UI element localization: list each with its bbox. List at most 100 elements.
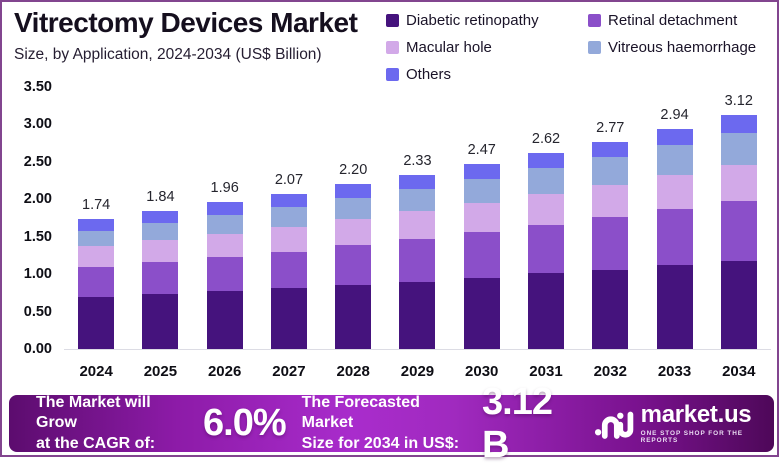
forecast-label-line1: The Forecasted Market	[301, 393, 420, 432]
bar-segment	[656, 209, 693, 266]
bar-segment	[335, 184, 372, 198]
bar-segment	[270, 227, 307, 252]
x-axis-label: 2025	[143, 363, 178, 380]
stacked-bar-plot: 1.74 1.84 1.96 2.07 2.20 2.33 2.47 2.62 2.77 2.94…	[64, 88, 771, 350]
forecast-value: 3.12 B	[482, 380, 553, 466]
bar-segment	[335, 244, 372, 285]
bar-segment	[656, 265, 693, 349]
bar-segment	[270, 251, 307, 289]
y-axis-tick: 3.50	[23, 79, 52, 95]
legend-swatch-icon	[588, 40, 601, 54]
stacked-bar	[527, 152, 564, 349]
stacked-bar	[656, 128, 693, 349]
stacked-bar	[463, 164, 500, 349]
bar-total-label: 2.47	[467, 142, 496, 159]
legend-item: Vitreous haemorrhage	[588, 38, 756, 56]
bar-segment	[270, 288, 307, 349]
bar-segment	[206, 256, 243, 292]
legend-swatch-icon	[386, 40, 399, 54]
page-title: Vitrectomy Devices Market	[14, 7, 358, 38]
bar-group-2029: 2.33	[385, 88, 449, 349]
x-axis: 2024 2025 2026 2027 2028 2029 2030 2031 2032 2033…	[64, 363, 771, 380]
legend-label: Diabetic retinopathy	[406, 11, 539, 29]
brand-logo: market.us ONE STOP SHOP FOR THE REPORTS	[594, 403, 774, 444]
cagr-label-line2: at the CAGR of:	[36, 434, 156, 452]
bar-group-2027: 2.07	[257, 88, 321, 349]
legend-label: Others	[406, 65, 452, 83]
bar-segment	[463, 232, 500, 278]
bar-total-label: 2.07	[274, 172, 304, 189]
bar-segment	[527, 194, 564, 225]
bar-segment	[142, 223, 179, 241]
bar-total-label: 2.94	[660, 106, 689, 123]
bar-segment	[527, 167, 564, 195]
forecast-label-line2: Size for 2034 in US$:	[301, 434, 460, 452]
stacked-bar	[270, 194, 307, 349]
bar-segment	[142, 211, 179, 224]
stacked-bar	[142, 211, 179, 349]
bar-group-2028: 2.20	[321, 88, 385, 349]
bar-segment	[78, 267, 115, 298]
bar-group-2031: 2.62	[514, 88, 578, 349]
bar-segment	[142, 294, 179, 349]
legend-swatch-icon	[386, 13, 399, 27]
bar-segment	[142, 240, 179, 263]
bar-total-label: 2.33	[403, 152, 432, 169]
bar-segment	[78, 218, 115, 231]
bar-segment	[399, 211, 436, 239]
bar-total-label: 3.12	[724, 93, 753, 110]
bar-group-2034: 3.12	[707, 88, 771, 349]
bar-segment	[463, 164, 500, 180]
bar-segment	[270, 206, 307, 228]
stacked-bar	[78, 218, 115, 349]
bar-total-label: 1.74	[82, 196, 111, 213]
legend-swatch-icon	[588, 13, 601, 27]
bar-segment	[720, 164, 757, 201]
x-axis-label: 2034	[722, 363, 756, 380]
bar-segment	[78, 297, 115, 349]
bar-segment	[592, 185, 629, 218]
y-axis-tick: 0.00	[23, 341, 52, 357]
legend-item: Others	[386, 65, 588, 83]
legend-item: Diabetic retinopathy	[386, 11, 588, 29]
bar-segment	[720, 115, 757, 134]
legend-label: Retinal detachment	[608, 11, 738, 29]
brand-text: market.us ONE STOP SHOP FOR THE REPORTS	[641, 403, 774, 445]
stacked-bar	[335, 184, 372, 349]
x-axis-label: 2029	[400, 363, 435, 380]
bar-segment	[206, 202, 243, 216]
bar-total-label: 1.96	[210, 180, 239, 197]
bar-segment	[206, 233, 243, 257]
bar-total-label: 2.77	[596, 119, 625, 136]
bar-segment	[142, 262, 179, 295]
bar-group-2032: 2.77	[578, 88, 642, 349]
y-axis-tick: 2.00	[23, 191, 52, 208]
chart-legend: Diabetic retinopathy Retinal detachment Ma…	[386, 11, 756, 83]
x-axis-label: 2031	[529, 363, 563, 380]
bar-segment	[399, 174, 436, 189]
x-axis-label: 2028	[336, 363, 370, 380]
bar-group-2025: 1.84	[128, 88, 192, 349]
cagr-value: 6.0%	[203, 402, 287, 444]
bar-segment	[78, 230, 115, 247]
bar-group-2033: 2.94	[642, 88, 706, 349]
bar-total-label: 1.84	[146, 189, 175, 206]
bar-segment	[399, 188, 436, 212]
x-axis-label: 2027	[272, 363, 306, 380]
bar-segment	[592, 217, 629, 270]
bar-segment	[463, 179, 500, 204]
y-axis-tick: 0.50	[23, 303, 52, 320]
bar-segment	[399, 238, 436, 282]
x-axis-label: 2030	[465, 363, 499, 380]
stacked-bar	[206, 202, 243, 349]
legend-label: Macular hole	[406, 38, 492, 56]
y-axis-tick: 1.50	[23, 228, 52, 245]
stacked-bar	[592, 141, 629, 349]
legend-item: Retinal detachment	[588, 11, 756, 29]
y-axis-tick: 2.50	[23, 153, 52, 170]
bar-segment	[720, 200, 757, 261]
bar-segment	[206, 291, 243, 349]
bar-segment	[335, 284, 372, 349]
legend-label: Vitreous haemorrhage	[608, 38, 757, 56]
